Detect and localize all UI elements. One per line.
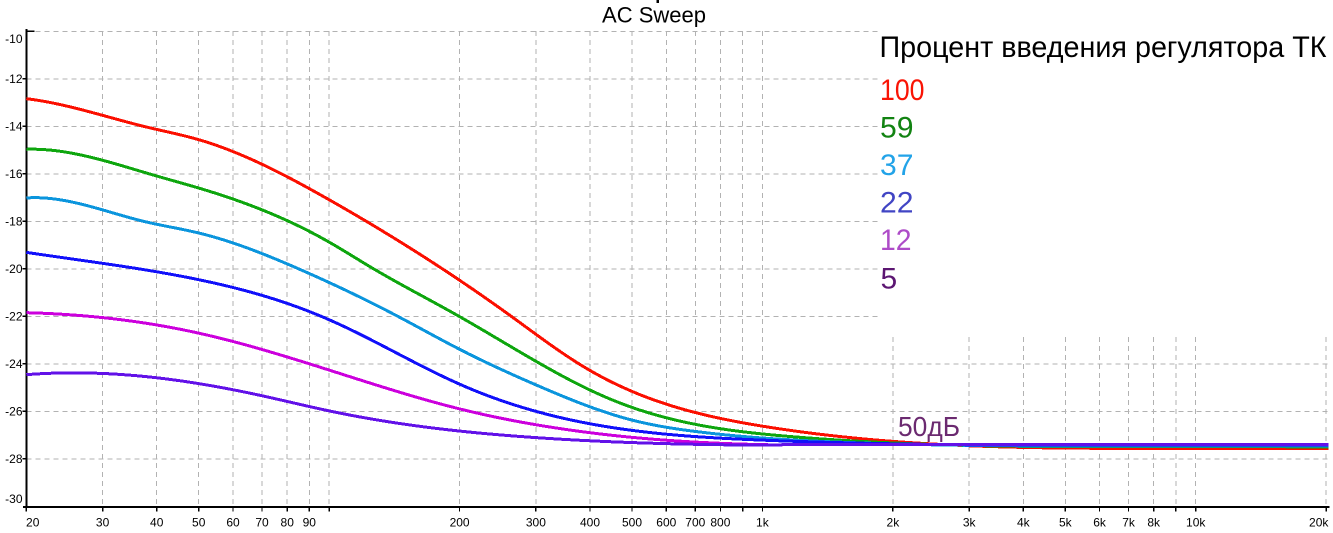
svg-text:5k: 5k [1059,516,1073,530]
svg-text:200: 200 [450,516,470,530]
svg-text:-18: -18 [5,215,23,229]
svg-text:-26: -26 [5,405,23,419]
svg-text:40: 40 [150,516,164,530]
svg-text:-22: -22 [5,310,23,324]
svg-text:50: 50 [192,516,206,530]
svg-text:1k: 1k [756,516,770,530]
svg-text:7k: 7k [1122,516,1136,530]
svg-text:Процент введения регулятора ТК: Процент введения регулятора ТК [880,31,1327,64]
svg-text:50дБ: 50дБ [898,411,960,442]
svg-text:AC Sweep: AC Sweep [602,3,706,28]
svg-text:-12: -12 [5,72,23,86]
svg-text:8k: 8k [1147,516,1161,530]
svg-text:800: 800 [710,516,730,530]
svg-text:-16: -16 [5,167,23,181]
svg-text:12: 12 [880,224,912,257]
svg-text:100: 100 [880,74,925,107]
svg-text:80: 80 [281,516,295,530]
svg-text:60: 60 [226,516,240,530]
svg-text:700: 700 [685,516,705,530]
svg-text:20k: 20k [1309,516,1329,530]
svg-text:-10: -10 [5,32,23,46]
svg-text:6k: 6k [1093,516,1107,530]
svg-text:22: 22 [880,186,914,219]
svg-text:10k: 10k [1186,516,1206,530]
svg-text:59: 59 [880,111,914,144]
svg-text:300: 300 [526,516,546,530]
svg-text:-20: -20 [5,262,23,276]
svg-text:4k: 4k [1017,516,1031,530]
svg-text:5: 5 [881,262,898,295]
svg-text:600: 600 [656,516,676,530]
svg-text:-30: -30 [5,492,23,506]
svg-text:37: 37 [880,149,914,182]
svg-text:3k: 3k [963,516,977,530]
svg-text:-24: -24 [5,357,23,371]
svg-text:70: 70 [255,516,269,530]
svg-text:30: 30 [96,516,110,530]
svg-text:20: 20 [26,516,40,530]
svg-text:2k: 2k [887,516,901,530]
svg-text:500: 500 [622,516,642,530]
svg-text:-14: -14 [5,120,23,134]
svg-text:90: 90 [303,516,317,530]
svg-text:-28: -28 [5,452,23,466]
svg-text:400: 400 [580,516,600,530]
